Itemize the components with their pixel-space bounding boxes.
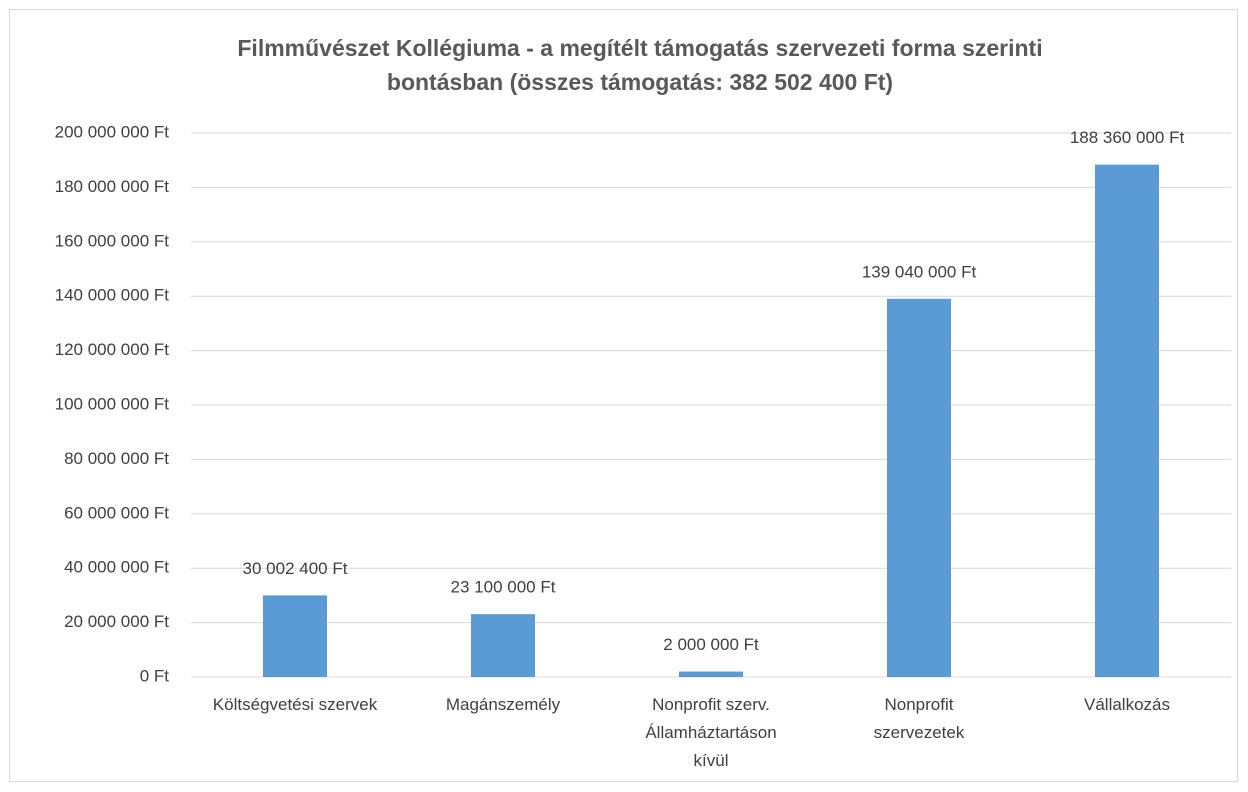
bar	[679, 671, 743, 677]
data-label: 23 100 000 Ft	[451, 578, 556, 597]
y-tick-label: 200 000 000 Ft	[55, 122, 170, 141]
y-tick-label: 140 000 000 Ft	[55, 286, 170, 305]
bar	[1095, 164, 1159, 678]
chart-border	[9, 9, 1238, 782]
chart-title: Filmművészet Kollégiuma - a megítélt tám…	[237, 35, 1042, 95]
data-label: 188 360 000 Ft	[1070, 128, 1185, 147]
y-tick-label: 160 000 000 Ft	[55, 231, 170, 250]
y-tick-label: 60 000 000 Ft	[64, 503, 169, 522]
y-tick-label: 180 000 000 Ft	[55, 177, 170, 196]
y-tick-label: 40 000 000 Ft	[64, 558, 169, 577]
x-tick-label: Költségvetési szervek	[213, 695, 378, 714]
data-label: 139 040 000 Ft	[862, 262, 977, 281]
x-tick-label: Nonprofit szervezetek	[874, 695, 965, 742]
bar	[887, 298, 951, 677]
y-tick-label: 80 000 000 Ft	[64, 449, 169, 468]
data-label: 2 000 000 Ft	[663, 635, 759, 654]
y-tick-label: 0 Ft	[140, 666, 170, 685]
x-tick-label: Vállalkozás	[1084, 695, 1170, 714]
data-label: 30 002 400 Ft	[243, 559, 348, 578]
y-tick-label: 100 000 000 Ft	[55, 394, 170, 413]
x-tick-label: Nonprofit szerv. Államháztartáson kívül	[645, 695, 776, 770]
y-tick-label: 120 000 000 Ft	[55, 340, 170, 359]
bar	[263, 595, 327, 677]
x-tick-label: Magánszemély	[446, 695, 561, 714]
bar	[471, 614, 535, 677]
y-tick-label: 20 000 000 Ft	[64, 612, 169, 631]
